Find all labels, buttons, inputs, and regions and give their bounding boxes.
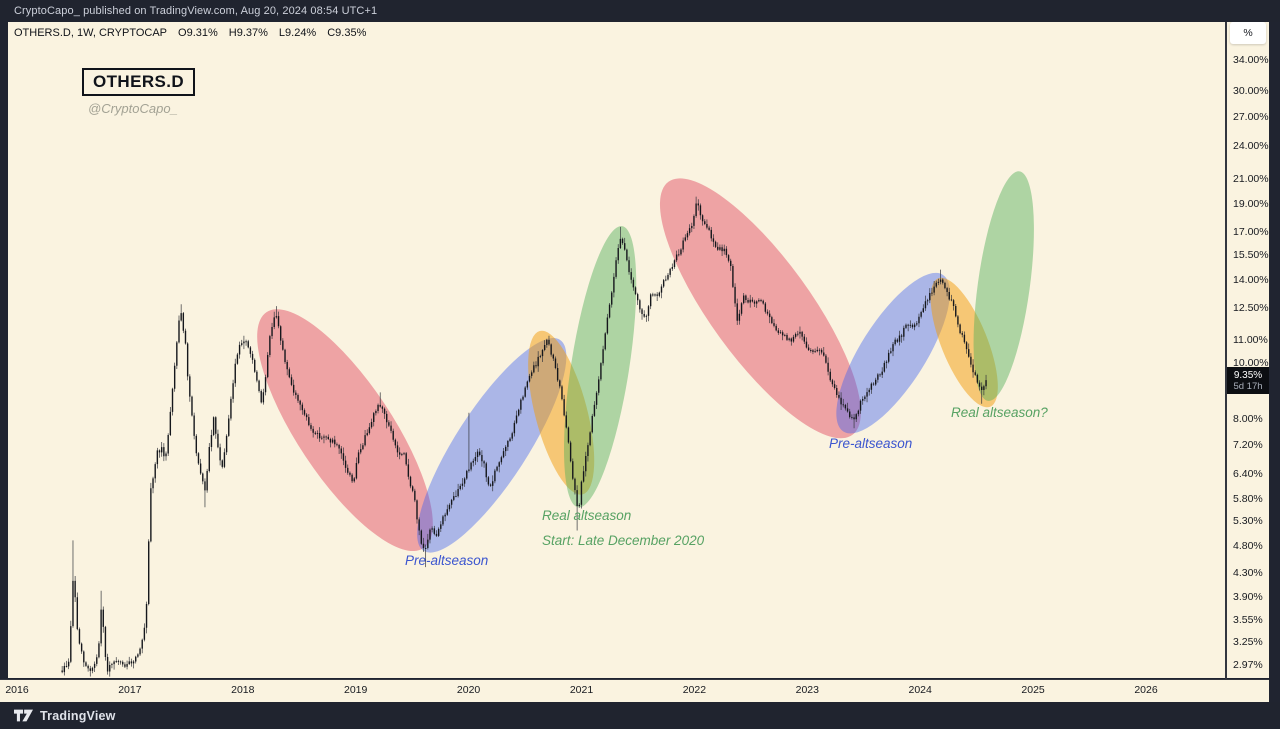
phase-ellipse-orange: [528, 330, 595, 495]
time-tick-label: 2019: [344, 684, 368, 696]
price-tick-label: 3.90%: [1233, 591, 1263, 603]
price-tick-label: 15.50%: [1233, 248, 1269, 261]
tradingview-brand-text[interactable]: TradingView: [40, 708, 116, 723]
ohlc-close: C9.35%: [327, 27, 367, 39]
time-tick-label: 2022: [682, 684, 707, 696]
ohlc-high: H9.37%: [228, 27, 268, 39]
time-tick-label: 2018: [231, 684, 255, 696]
chart-pane-background: [8, 22, 1225, 678]
symbol-title: OTHERS.D, 1W, CRYPTOCAP: [14, 27, 168, 39]
price-tick-label: 17.00%: [1233, 225, 1269, 238]
tradingview-logo-icon[interactable]: [14, 709, 33, 722]
phase-annotation: Pre-altseason: [829, 436, 913, 451]
price-tick-label: 4.80%: [1233, 539, 1263, 552]
price-tick-label: 4.30%: [1233, 566, 1263, 579]
time-tick-label: 2023: [795, 684, 819, 696]
price-tick-label: 14.00%: [1233, 274, 1269, 287]
phase-ellipse-green: [973, 171, 1034, 401]
price-tick-label: 10.00%: [1233, 357, 1269, 370]
current-price: 9.35%: [1233, 369, 1263, 381]
time-tick-label: 2016: [5, 684, 29, 696]
price-tick-label: 11.00%: [1233, 333, 1268, 346]
chart-canvas[interactable]: [0, 22, 1269, 678]
symbol-header[interactable]: OTHERS.D, 1W, CRYPTOCAP O9.31% H9.37% L9.24…: [14, 27, 366, 39]
attribution-text: CryptoCapo_ published on TradingView.com…: [14, 5, 378, 17]
phase-annotation: Start: Late December 2020: [542, 533, 705, 548]
current-price-tag: 9.35% 5d 17h: [1227, 367, 1269, 395]
phase-annotation: Pre-altseason: [405, 553, 489, 568]
brand-bar: TradingView: [0, 702, 1280, 729]
ohlc-open: O9.31%: [178, 27, 218, 39]
candlestick-series: [61, 196, 987, 677]
phase-ellipse-red: [257, 309, 433, 552]
price-tick-label: 30.00%: [1233, 85, 1269, 98]
price-tick-label: 24.00%: [1233, 140, 1269, 153]
axis-separator: [1225, 22, 1227, 702]
time-tick-label: 2024: [908, 684, 932, 696]
price-axis-panel[interactable]: [1227, 22, 1269, 678]
phase-annotation: Real altseason: [542, 508, 632, 523]
phase-ellipses-layer: [257, 171, 1034, 553]
price-tick-label: 27.00%: [1233, 111, 1269, 124]
watermark-title: OTHERS.D: [93, 72, 185, 91]
time-tick-label: 2021: [569, 684, 594, 696]
price-tick-label: 19.00%: [1233, 198, 1269, 211]
chart-watermark: OTHERS.D @CryptoCapo_: [82, 68, 196, 116]
bar-countdown: 5d 17h: [1233, 380, 1263, 392]
time-tick-label: 2025: [1021, 684, 1045, 696]
price-tick-label: 2.97%: [1233, 658, 1263, 671]
time-tick-label: 2020: [456, 684, 481, 696]
phase-ellipse-green: [563, 226, 637, 508]
price-tick-label: 5.80%: [1233, 492, 1263, 505]
price-tick-label: 7.20%: [1233, 438, 1263, 451]
attribution-bar: CryptoCapo_ published on TradingView.com…: [0, 0, 1280, 22]
price-tick-label: 3.25%: [1233, 636, 1263, 649]
price-tick-label: 12.50%: [1233, 302, 1269, 315]
price-tick-label: 8.00%: [1233, 412, 1263, 425]
phase-ellipse-red: [659, 178, 861, 439]
price-scale-unit-button[interactable]: %: [1230, 22, 1266, 44]
watermark-title-box: OTHERS.D: [82, 68, 196, 96]
time-tick-label: 2026: [1134, 684, 1158, 696]
price-tick-label: 6.40%: [1233, 468, 1263, 481]
ohlc-low: L9.24%: [278, 27, 317, 39]
time-axis[interactable]: 2016 2017 2018 2019 2020 2021 2022 2023 2024 2025…: [0, 679, 1269, 703]
watermark-handle: @CryptoCapo_: [88, 101, 178, 116]
phase-annotation: Real altseason?: [951, 405, 1048, 420]
price-tick-label: 5.30%: [1233, 514, 1263, 527]
price-tick-label: 21.00%: [1233, 173, 1269, 186]
time-tick-label: 2017: [118, 684, 142, 696]
price-tick-label: 34.00%: [1233, 54, 1269, 66]
price-tick-label: 3.55%: [1233, 614, 1263, 627]
